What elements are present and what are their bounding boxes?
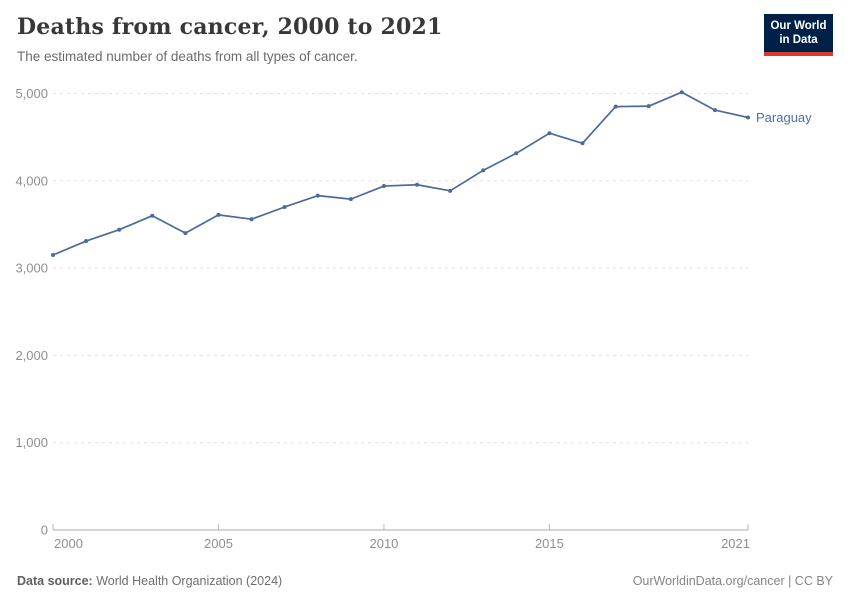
data-source: Data source: World Health Organization (… — [17, 574, 282, 588]
data-point — [580, 141, 585, 146]
data-point — [746, 115, 750, 120]
data-point — [315, 193, 320, 198]
owid-logo[interactable]: Our World in Data — [764, 14, 833, 56]
x-axis-tick-label: 2000 — [54, 536, 83, 551]
chart-subtitle: The estimated number of deaths from all … — [17, 49, 358, 65]
data-point — [646, 104, 651, 109]
data-line — [52, 91, 749, 256]
data-point — [282, 204, 287, 209]
footer-link[interactable]: OurWorldinData.org/cancer | CC BY — [632, 574, 833, 588]
data-point — [613, 104, 618, 109]
y-axis-tick-label: 3,000 — [15, 261, 48, 276]
data-point — [150, 213, 155, 218]
data-point — [183, 231, 188, 236]
page-title: Deaths from cancer, 2000 to 2021 — [17, 14, 443, 40]
y-axis-tick-label: 1,000 — [15, 435, 48, 450]
data-point — [348, 197, 353, 202]
owid-logo-line1: Our World — [770, 20, 827, 32]
data-point — [448, 188, 453, 193]
chart-header: Deaths from cancer, 2000 to 2021 The est… — [17, 14, 757, 64]
x-axis-tick-label: 2010 — [369, 536, 398, 551]
data-point — [381, 184, 386, 189]
data-point — [51, 253, 55, 258]
owid-logo-line2: in Data — [779, 34, 818, 47]
data-point — [712, 108, 717, 113]
chart-footer: Data source: World Health Organization (… — [17, 574, 833, 588]
data-point — [481, 168, 486, 173]
series-end-label: Paraguay — [756, 110, 812, 125]
data-point — [514, 151, 519, 156]
data-point — [117, 227, 122, 232]
data-point — [84, 239, 89, 244]
data-point — [679, 90, 684, 95]
data-point — [216, 212, 221, 217]
y-axis-tick-label: 2,000 — [15, 348, 48, 363]
data-source-label: Data source: — [17, 574, 93, 588]
data-point — [249, 217, 254, 222]
data-point — [415, 182, 420, 187]
y-axis-tick-label: 5,000 — [15, 86, 48, 101]
data-point — [547, 131, 552, 136]
x-axis-tick-label: 2021 — [721, 536, 750, 551]
data-source-value: World Health Organization (2024) — [96, 574, 283, 588]
x-axis-tick-label: 2015 — [535, 536, 564, 551]
y-axis-tick-label: 4,000 — [15, 173, 48, 188]
x-axis-tick-label: 2005 — [204, 536, 233, 551]
y-axis-tick-label: 0 — [41, 523, 48, 538]
